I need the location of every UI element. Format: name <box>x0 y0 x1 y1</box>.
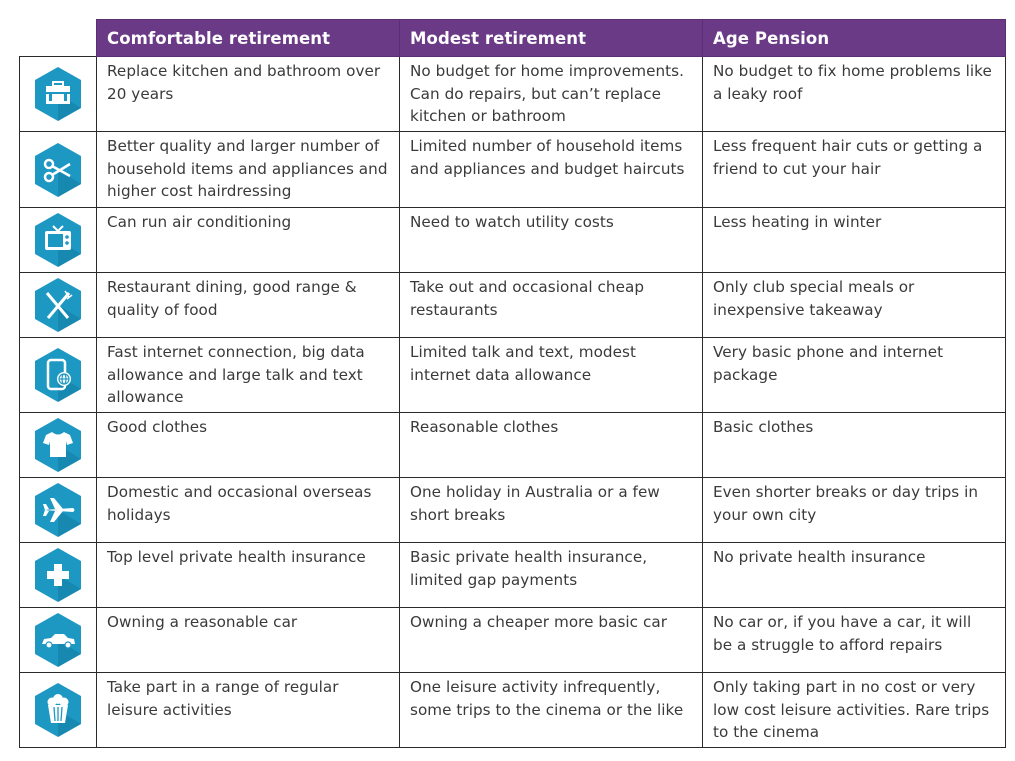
cell-modest: One holiday in Australia or a few short … <box>399 477 703 543</box>
row-icon-cell <box>19 412 97 478</box>
table-row: Domestic and occasional overseas holiday… <box>19 477 1006 543</box>
cell-comfortable: Take part in a range of regular leisure … <box>96 672 400 748</box>
row-icon-cell <box>19 672 97 748</box>
header-age-pension: Age Pension <box>702 19 1006 57</box>
cell-age-pension: Less heating in winter <box>702 207 1006 273</box>
table-row: Fast internet connection, big data allow… <box>19 337 1006 413</box>
row-icon-cell <box>19 272 97 338</box>
cell-modest: Need to watch utility costs <box>399 207 703 273</box>
row-icon-cell <box>19 542 97 608</box>
cell-modest: Limited talk and text, modest internet d… <box>399 337 703 413</box>
cell-modest: No budget for home improvements. Can do … <box>399 56 703 132</box>
cell-age-pension: Very basic phone and internet package <box>702 337 1006 413</box>
airplane-icon <box>35 483 81 537</box>
cell-comfortable: Replace kitchen and bathroom over 20 yea… <box>96 56 400 132</box>
cell-comfortable: Top level private health insurance <box>96 542 400 608</box>
health-cross-icon <box>35 548 81 602</box>
row-icon-cell <box>19 607 97 673</box>
table-row: Top level private health insurance Basic… <box>19 542 1006 608</box>
cell-age-pension: No private health insurance <box>702 542 1006 608</box>
cell-modest: Reasonable clothes <box>399 412 703 478</box>
table-row: Can run air conditioning Need to watch u… <box>19 207 1006 273</box>
cell-modest: Owning a cheaper more basic car <box>399 607 703 673</box>
row-icon-cell <box>19 477 97 543</box>
corner-cell <box>19 19 97 57</box>
car-icon <box>35 613 81 667</box>
cell-comfortable: Good clothes <box>96 412 400 478</box>
cell-age-pension: Only taking part in no cost or very low … <box>702 672 1006 748</box>
cell-comfortable: Better quality and larger number of hous… <box>96 131 400 208</box>
cell-age-pension: No budget to fix home problems like a le… <box>702 56 1006 132</box>
cell-age-pension: Less frequent hair cuts or getting a fri… <box>702 131 1006 208</box>
cell-modest: Basic private health insurance, limited … <box>399 542 703 608</box>
table-row: Owning a reasonable car Owning a cheaper… <box>19 607 1006 673</box>
cell-age-pension: No car or, if you have a car, it will be… <box>702 607 1006 673</box>
header-row: Comfortable retirement Modest retirement… <box>19 19 1006 57</box>
table-row: Good clothes Reasonable clothes Basic cl… <box>19 412 1006 478</box>
cell-comfortable: Domestic and occasional overseas holiday… <box>96 477 400 543</box>
popcorn-icon <box>35 683 81 737</box>
header-comfortable: Comfortable retirement <box>96 19 400 57</box>
table-row: Take part in a range of regular leisure … <box>19 672 1006 748</box>
t-shirt-icon <box>35 418 81 472</box>
cell-age-pension: Only club special meals or inexpensive t… <box>702 272 1006 338</box>
cell-age-pension: Basic clothes <box>702 412 1006 478</box>
phone-internet-icon <box>35 348 81 402</box>
row-icon-cell <box>19 56 97 132</box>
television-icon <box>35 213 81 267</box>
cell-modest: Limited number of household items and ap… <box>399 131 703 208</box>
cell-comfortable: Fast internet connection, big data allow… <box>96 337 400 413</box>
cell-age-pension: Even shorter breaks or day trips in your… <box>702 477 1006 543</box>
row-icon-cell <box>19 207 97 273</box>
cell-comfortable: Owning a reasonable car <box>96 607 400 673</box>
table-row: Restaurant dining, good range & quality … <box>19 272 1006 338</box>
toolbox-icon <box>35 67 81 121</box>
cell-comfortable: Can run air conditioning <box>96 207 400 273</box>
retirement-comparison-table: Comfortable retirement Modest retirement… <box>19 19 1006 748</box>
knife-fork-icon <box>35 278 81 332</box>
table-row: Better quality and larger number of hous… <box>19 131 1006 208</box>
row-icon-cell <box>19 337 97 413</box>
cell-modest: Take out and occasional cheap restaurant… <box>399 272 703 338</box>
cell-comfortable: Restaurant dining, good range & quality … <box>96 272 400 338</box>
table-row: Replace kitchen and bathroom over 20 yea… <box>19 56 1006 132</box>
row-icon-cell <box>19 131 97 208</box>
scissors-icon <box>35 142 81 197</box>
cell-modest: One leisure activity infrequently, some … <box>399 672 703 748</box>
header-modest: Modest retirement <box>399 19 703 57</box>
